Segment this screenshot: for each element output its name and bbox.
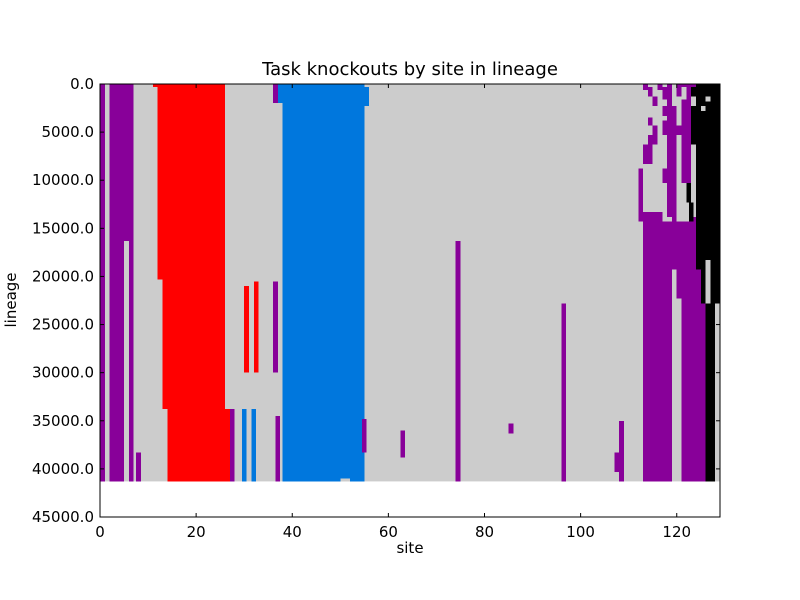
heatmap-cell — [455, 240, 461, 482]
x-tick-label: 20 — [187, 523, 206, 541]
heatmap-cell — [128, 84, 134, 482]
heatmap-cell — [109, 84, 125, 482]
heatmap-cell — [652, 125, 658, 135]
heatmap-cell — [224, 409, 230, 482]
heatmap-cell — [277, 84, 283, 104]
heatmap-cell — [671, 216, 677, 270]
heatmap-cell — [643, 84, 648, 90]
heatmap-cell — [657, 84, 663, 90]
heatmap-cell — [167, 84, 225, 482]
heatmap-cell — [275, 415, 281, 482]
heatmap-cell — [273, 281, 278, 373]
heatmap-cell — [162, 84, 168, 410]
heatmap-cell — [700, 84, 706, 107]
y-axis-ticks: 0.0 5000.0 10000.0 15000.0 20000.0 25000.0 300… — [32, 75, 720, 526]
heatmap-cell — [681, 298, 692, 482]
y-tick-label: 10000.0 — [32, 171, 94, 189]
heatmap-cell — [676, 84, 682, 97]
heatmap-cell — [241, 409, 247, 482]
heatmap-cell — [282, 84, 365, 482]
heatmap-cell — [662, 106, 668, 116]
heatmap-cell — [700, 303, 706, 482]
heatmap-cell — [691, 86, 696, 97]
heatmap-cell — [691, 216, 696, 482]
heatmap-cell — [647, 134, 658, 145]
heatmap-cell — [710, 84, 716, 482]
heatmap-cell — [688, 202, 694, 222]
heatmap-cell — [136, 452, 141, 482]
heatmap-cell — [619, 420, 624, 482]
axes-frame — [99, 83, 721, 518]
heatmap-cell — [124, 84, 129, 241]
heatmap-cell — [705, 101, 711, 261]
heatmap-cell — [667, 183, 677, 217]
heatmap-cell — [638, 168, 644, 222]
heatmap-cell — [676, 125, 682, 135]
heatmap-cell — [691, 84, 696, 87]
heatmap-cell — [152, 84, 158, 87]
heatmap-cell — [705, 84, 711, 97]
heatmap-cell — [229, 409, 235, 482]
heatmap-cell — [667, 106, 677, 169]
y-tick-label: 40000.0 — [32, 460, 94, 478]
heatmap-cells — [100, 84, 720, 482]
heatmap-cell — [100, 84, 105, 482]
heatmap-cell — [647, 86, 653, 97]
y-tick-label: 5000.0 — [42, 123, 95, 141]
heatmap-cell — [364, 86, 370, 107]
heatmap-cell — [662, 120, 668, 135]
y-tick-label: 0.0 — [70, 75, 94, 93]
y-axis-label: lineage — [2, 272, 20, 327]
heatmap-cell — [695, 84, 701, 270]
heatmap-cell — [695, 269, 701, 482]
heatmap-cell — [157, 84, 163, 280]
heatmap-cell — [686, 84, 692, 184]
x-axis-label: site — [396, 539, 423, 557]
heatmap-cell — [652, 96, 658, 107]
heatmap-cell — [561, 303, 567, 482]
heatmap-cell — [508, 423, 514, 434]
heatmap-cell — [676, 221, 692, 299]
x-axis-ticks: 0 20 40 60 80 100 120 — [95, 84, 691, 541]
y-tick-label: 15000.0 — [32, 219, 94, 237]
heatmap-cell — [400, 430, 406, 458]
x-tick-label: 0 — [95, 523, 105, 541]
x-tick-label: 40 — [283, 523, 302, 541]
heatmap-cell — [662, 86, 668, 100]
heatmap-cell — [273, 84, 278, 104]
x-tick-label: 60 — [379, 523, 398, 541]
heatmap-cell — [691, 106, 696, 145]
heatmap-cell — [715, 84, 720, 304]
heatmap-cell — [614, 452, 620, 472]
heatmap-cell — [700, 110, 706, 304]
heatmap-cell — [662, 221, 672, 482]
heatmap-cell — [705, 303, 711, 482]
heatmap-cell — [662, 168, 677, 184]
y-tick-label: 20000.0 — [32, 267, 94, 285]
heatmap-cell — [681, 84, 687, 87]
heatmap-cell — [251, 409, 257, 482]
heatmap-cell — [361, 418, 367, 453]
heatmap-cell — [643, 144, 653, 164]
heatmap-cell — [643, 211, 663, 482]
x-tick-label: 100 — [566, 523, 595, 541]
y-tick-label: 25000.0 — [32, 316, 94, 334]
y-tick-label: 45000.0 — [32, 508, 94, 526]
y-tick-label: 30000.0 — [32, 364, 94, 382]
heatmap-cell — [244, 286, 249, 373]
chart-title: Task knockouts by site in lineage — [261, 59, 558, 80]
x-tick-label: 80 — [475, 523, 494, 541]
heatmap-cell — [647, 117, 653, 126]
heatmap-cell — [681, 99, 687, 184]
heatmap-cell — [253, 281, 259, 373]
y-tick-label: 35000.0 — [32, 412, 94, 430]
heatmap-cell — [667, 84, 672, 107]
heatmap-cell — [686, 183, 692, 203]
x-tick-label: 120 — [662, 523, 691, 541]
heatmap-cell — [340, 478, 350, 482]
